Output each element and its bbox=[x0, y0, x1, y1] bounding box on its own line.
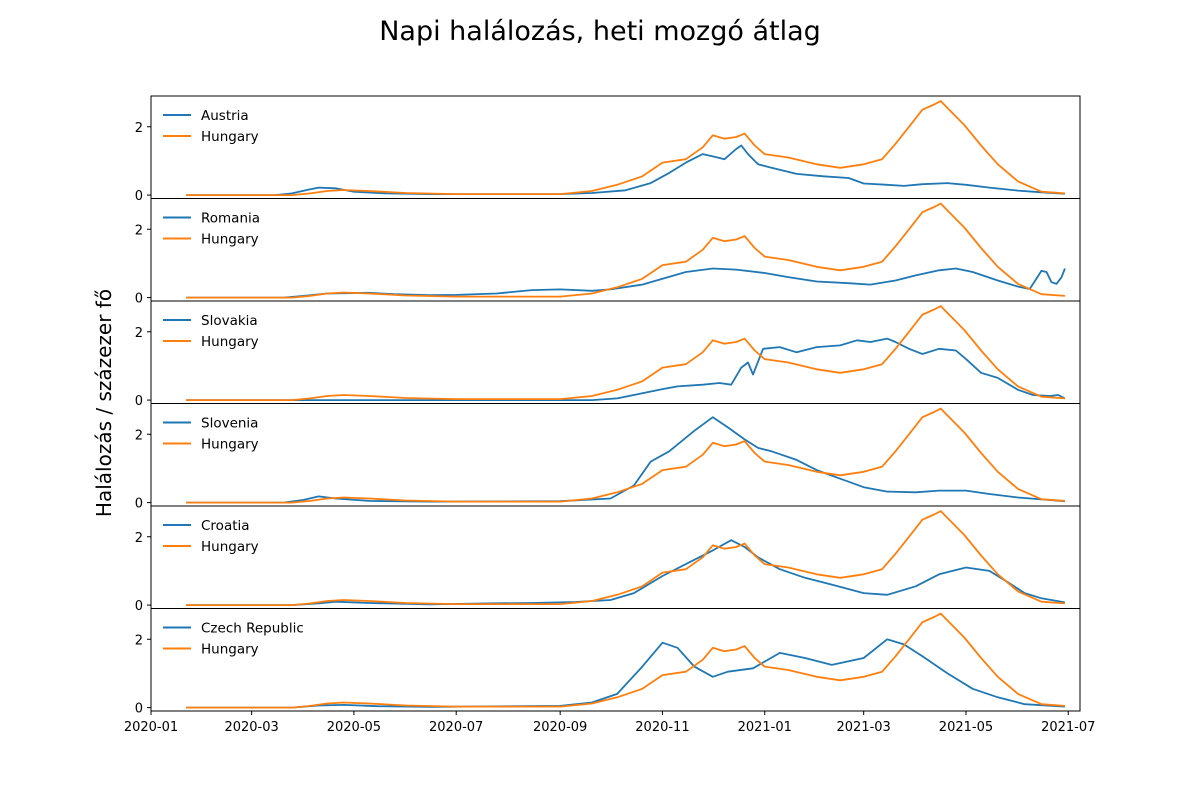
y-tick-label: 0 bbox=[135, 189, 143, 204]
x-tick-label: 2020-03 bbox=[224, 720, 278, 735]
x-tick-label: 2020-05 bbox=[327, 720, 381, 735]
series-line-hungary bbox=[186, 305, 1065, 402]
legend-label: Czech Republic bbox=[201, 621, 304, 637]
series-line-hungary bbox=[186, 100, 1065, 197]
x-tick-label: 2021-07 bbox=[1041, 720, 1095, 735]
series-line-primary bbox=[186, 337, 1066, 402]
y-tick-label: 2 bbox=[135, 428, 143, 443]
legend-label: Slovakia bbox=[201, 313, 258, 329]
y-tick-label: 2 bbox=[135, 326, 143, 341]
panel-5: 0 2 Croatia Hungary bbox=[135, 505, 1081, 614]
series-line-primary bbox=[186, 416, 1065, 504]
legend-label: Hungary bbox=[201, 642, 259, 658]
legend-label: Croatia bbox=[201, 518, 250, 534]
x-tick-label: 2020-09 bbox=[533, 720, 587, 735]
legend-label: Slovenia bbox=[201, 416, 258, 432]
series-line-hungary bbox=[186, 407, 1065, 504]
x-tick-label: 2020-01 bbox=[124, 720, 178, 735]
y-tick-label: 2 bbox=[135, 223, 143, 238]
y-tick-label: 0 bbox=[135, 599, 143, 614]
y-tick-label: 0 bbox=[135, 394, 143, 409]
panel-frame bbox=[150, 198, 1081, 302]
series-line-hungary bbox=[186, 612, 1065, 709]
panel-6: 0 2 Czech Republic Hungary bbox=[135, 608, 1081, 717]
x-axis: 2020-01 2020-03 2020-05 2020-07 2020-09 2020-… bbox=[124, 711, 1095, 735]
x-tick-label: 2021-01 bbox=[738, 720, 792, 735]
panel-3: 0 2 Slovakia Hungary bbox=[135, 300, 1081, 409]
legend-label: Hungary bbox=[201, 539, 259, 555]
panel-frame bbox=[150, 608, 1081, 712]
series-line-primary bbox=[186, 539, 1066, 606]
panel-1: 0 2 Austria Hungary bbox=[135, 95, 1081, 204]
y-tick-label: 0 bbox=[135, 702, 143, 717]
legend-label: Austria bbox=[201, 108, 249, 124]
chart-title: Napi halálozás, heti mozgó átlag bbox=[379, 16, 821, 47]
series-line-primary bbox=[186, 638, 1065, 709]
legend-label: Hungary bbox=[201, 129, 259, 145]
legend-label: Romania bbox=[201, 211, 260, 227]
y-tick-label: 2 bbox=[135, 531, 143, 546]
panel-frame bbox=[150, 300, 1081, 404]
legend-label: Hungary bbox=[201, 232, 259, 248]
series-line-primary bbox=[186, 144, 1065, 197]
y-tick-label: 2 bbox=[135, 633, 143, 648]
x-tick-label: 2021-03 bbox=[837, 720, 891, 735]
panel-2: 0 2 Romania Hungary bbox=[135, 198, 1081, 307]
panel-frame bbox=[150, 505, 1081, 609]
y-axis-label: Halálozás / százezer fő bbox=[92, 289, 116, 517]
y-tick-label: 0 bbox=[135, 497, 143, 512]
chart-panels: 0 2 Austria Hungary 0 2 Romania Hungary 0 2 Slovak… bbox=[135, 95, 1081, 717]
x-tick-label: 2020-07 bbox=[429, 720, 483, 735]
x-tick-label: 2020-11 bbox=[635, 720, 689, 735]
y-tick-label: 0 bbox=[135, 292, 143, 307]
series-line-hungary bbox=[186, 510, 1065, 606]
legend-label: Hungary bbox=[201, 437, 259, 453]
x-tick-label: 2021-05 bbox=[939, 720, 993, 735]
series-line-primary bbox=[186, 267, 1066, 299]
series-line-hungary bbox=[186, 202, 1065, 299]
y-tick-label: 2 bbox=[135, 121, 143, 136]
legend-label: Hungary bbox=[201, 334, 259, 350]
panel-4: 0 2 Slovenia Hungary bbox=[135, 403, 1081, 512]
